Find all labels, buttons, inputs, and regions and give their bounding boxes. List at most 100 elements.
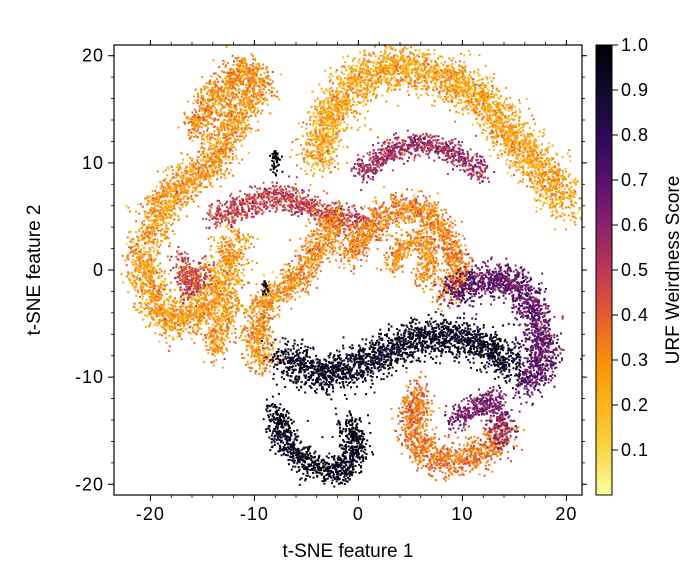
scatter-point bbox=[207, 91, 209, 94]
scatter-point bbox=[362, 81, 365, 83]
scatter-point bbox=[487, 93, 490, 96]
scatter-point bbox=[387, 87, 390, 90]
scatter-point bbox=[227, 119, 230, 122]
scatter-point bbox=[454, 120, 456, 123]
scatter-point bbox=[223, 132, 225, 135]
scatter-point bbox=[161, 208, 163, 211]
scatter-point bbox=[511, 132, 514, 135]
scatter-point bbox=[196, 120, 199, 122]
scatter-point bbox=[345, 69, 348, 72]
scatter-point bbox=[164, 193, 167, 196]
scatter-point bbox=[391, 56, 394, 59]
scatter-point bbox=[463, 80, 466, 83]
scatter-point bbox=[256, 107, 259, 110]
scatter-point bbox=[337, 162, 340, 165]
scatter-point bbox=[340, 71, 343, 74]
scatter-point bbox=[179, 167, 182, 170]
scatter-point bbox=[210, 165, 213, 168]
scatter-point bbox=[245, 105, 248, 108]
scatter-point bbox=[236, 120, 239, 123]
scatter-point bbox=[279, 73, 282, 76]
scatter-point bbox=[262, 98, 265, 101]
scatter-point bbox=[226, 90, 229, 93]
scatter-point bbox=[399, 49, 402, 52]
scatter-point bbox=[382, 65, 385, 68]
scatter-point bbox=[372, 81, 375, 83]
scatter-point bbox=[390, 78, 393, 81]
scatter-point bbox=[481, 87, 484, 90]
scatter-point bbox=[239, 132, 242, 135]
scatter-point bbox=[482, 115, 485, 118]
scatter-point bbox=[422, 56, 425, 59]
scatter-point bbox=[233, 116, 236, 119]
scatter-point bbox=[413, 61, 416, 63]
scatter-point bbox=[214, 103, 217, 106]
scatter-point bbox=[418, 63, 421, 66]
scatter-point bbox=[490, 129, 493, 132]
scatter-point bbox=[176, 191, 179, 193]
scatter-point bbox=[228, 81, 231, 84]
scatter-point bbox=[177, 169, 180, 172]
scatter-point bbox=[183, 201, 186, 204]
scatter-point bbox=[494, 114, 497, 117]
scatter-point bbox=[318, 155, 321, 158]
scatter-point bbox=[237, 122, 240, 125]
scatter-point bbox=[233, 71, 236, 74]
scatter-point bbox=[138, 228, 141, 231]
scatter-point bbox=[348, 103, 351, 106]
scatter-point bbox=[457, 73, 460, 76]
scatter-point bbox=[163, 229, 166, 232]
scatter-point bbox=[327, 152, 330, 155]
scatter-point bbox=[367, 88, 370, 91]
scatter-point bbox=[346, 162, 348, 164]
scatter-point bbox=[200, 164, 202, 167]
scatter-point bbox=[503, 141, 506, 144]
scatter-point bbox=[201, 167, 204, 170]
scatter-point bbox=[210, 132, 213, 135]
scatter-point bbox=[204, 154, 207, 157]
scatter-point bbox=[517, 115, 520, 118]
scatter-point bbox=[335, 87, 338, 90]
scatter-point bbox=[507, 109, 510, 112]
scatter-point bbox=[492, 135, 495, 138]
scatter-point bbox=[450, 75, 452, 78]
scatter-point bbox=[170, 200, 173, 203]
scatter-point bbox=[196, 151, 199, 154]
scatter-point bbox=[342, 108, 345, 111]
scatter-point bbox=[374, 59, 377, 62]
scatter-point bbox=[230, 113, 232, 115]
scatter-point bbox=[236, 79, 239, 82]
scatter-point bbox=[382, 66, 384, 69]
scatter-point bbox=[178, 166, 181, 169]
scatter-point bbox=[434, 63, 437, 66]
scatter-point bbox=[181, 191, 184, 194]
scatter-point bbox=[478, 91, 481, 94]
scatter-point bbox=[180, 175, 183, 178]
scatter-point bbox=[399, 65, 402, 68]
scatter-point bbox=[245, 73, 248, 76]
scatter-point bbox=[233, 126, 236, 129]
scatter-point bbox=[196, 102, 199, 104]
scatter-point bbox=[396, 65, 399, 68]
scatter-point bbox=[247, 92, 250, 95]
scatter-point bbox=[418, 55, 421, 58]
scatter-point bbox=[253, 79, 256, 82]
scatter-point bbox=[200, 173, 203, 176]
scatter-point bbox=[247, 89, 250, 92]
scatter-point bbox=[351, 70, 354, 73]
scatter-point bbox=[343, 83, 345, 86]
scatter-point bbox=[338, 129, 341, 132]
scatter-point bbox=[217, 155, 220, 157]
scatter-point bbox=[507, 106, 510, 109]
scatter-point bbox=[160, 212, 163, 215]
scatter-point bbox=[230, 128, 233, 131]
scatter-point bbox=[164, 202, 167, 205]
scatter-point bbox=[200, 136, 203, 139]
scatter-point bbox=[402, 80, 404, 83]
scatter-point bbox=[185, 215, 188, 218]
scatter-point bbox=[388, 70, 391, 73]
scatter-point bbox=[347, 82, 350, 84]
scatter-point bbox=[367, 68, 370, 71]
scatter-point bbox=[368, 78, 371, 81]
scatter-point bbox=[260, 67, 263, 70]
